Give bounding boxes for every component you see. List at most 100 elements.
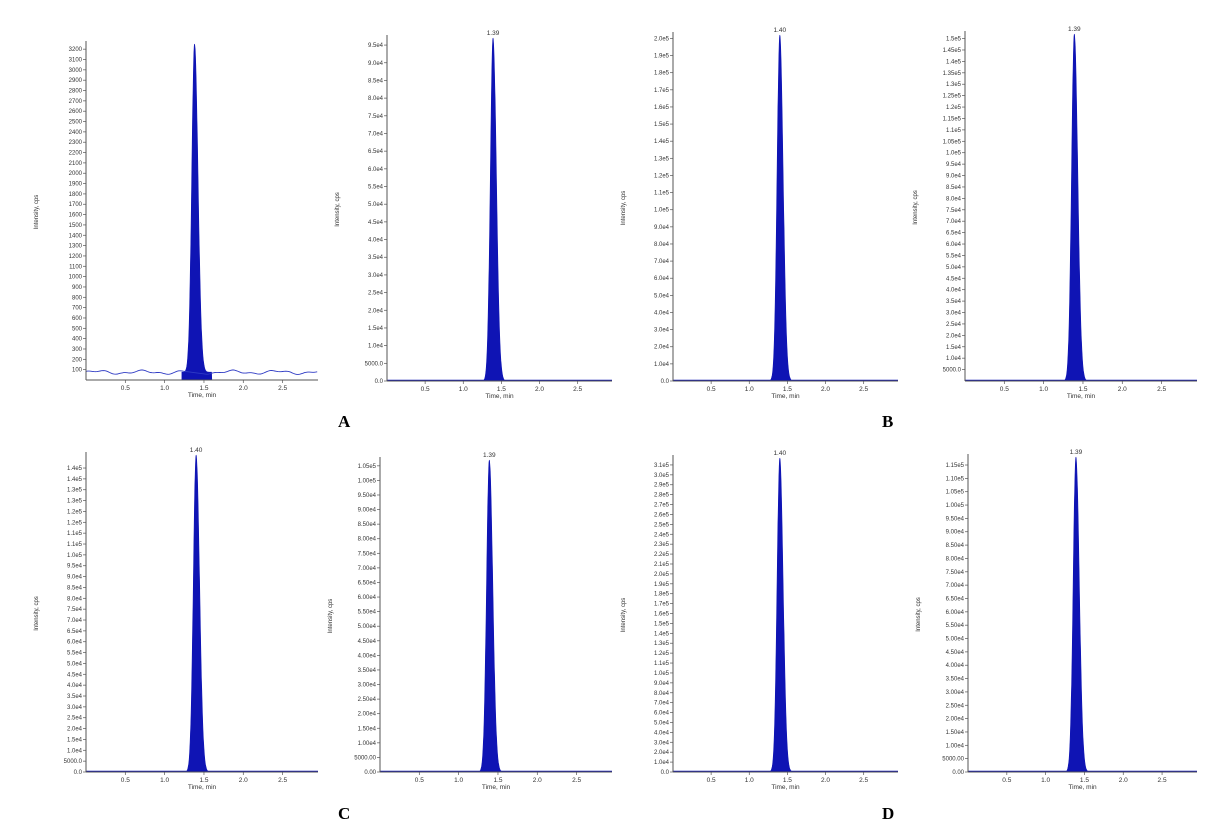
x-tick-label: 1.5 — [783, 777, 792, 784]
y-tick-label: 1.35e5 — [943, 71, 962, 77]
y-tick-label: 5000.0 — [64, 759, 83, 765]
y-tick-label: 2.8e5 — [654, 493, 670, 499]
y-tick-label: 4.0e4 — [67, 683, 83, 689]
x-tick-label: 2.5 — [278, 385, 287, 392]
y-tick-label: 8.50e4 — [358, 522, 377, 528]
y-tick-label: 800 — [72, 295, 83, 301]
x-tick-label: 2.0 — [821, 777, 830, 784]
y-tick-label: 8.0e4 — [654, 691, 670, 697]
y-tick-label: 2.0e4 — [654, 345, 670, 351]
x-tick-label: 2.5 — [859, 386, 868, 393]
x-tick-label: 0.5 — [707, 777, 716, 784]
y-axis-label: Intensity, cps — [913, 190, 919, 225]
y-tick-label: 0.0 — [375, 379, 384, 385]
y-tick-label: 2.9e5 — [654, 483, 670, 489]
y-tick-label: 1.05e5 — [943, 139, 962, 145]
y-tick-label: 8.5e4 — [946, 185, 962, 191]
y-tick-label: 8.0e4 — [654, 242, 670, 248]
x-tick-label: 1.5 — [493, 777, 502, 784]
y-tick-label: 1.00e5 — [946, 503, 965, 509]
y-tick-label: 6.5e4 — [368, 149, 384, 155]
x-tick-label: 1.5 — [199, 777, 208, 784]
y-tick-label: 2.0e5 — [654, 36, 670, 42]
x-tick-label: 0.5 — [1002, 777, 1011, 784]
panel-label-c: C — [338, 804, 351, 823]
x-tick-label: 1.5 — [1078, 386, 1087, 393]
y-tick-label: 1.4e5 — [67, 477, 83, 483]
y-tick-label: 2.5e4 — [368, 291, 384, 297]
panel-label-a: A — [338, 412, 351, 431]
y-tick-label: 2.5e4 — [946, 322, 962, 328]
y-tick-label: 3.0e4 — [368, 273, 384, 279]
y-tick-label: 1.0e4 — [946, 356, 962, 362]
x-tick-label: 2.5 — [1158, 777, 1167, 784]
y-tick-label: 1.3e5 — [67, 499, 83, 505]
y-tick-label: 5.00e4 — [358, 624, 377, 630]
y-tick-label: 1.2e5 — [654, 173, 670, 179]
y-tick-label: 2.00e4 — [358, 712, 377, 718]
y-tick-label: 7.5e4 — [368, 114, 384, 120]
y-tick-label: 4.5e4 — [946, 276, 962, 282]
y-tick-label: 2.0e4 — [368, 308, 384, 314]
x-tick-label: 2.0 — [1118, 386, 1127, 393]
x-axis-label: Time, min — [1067, 393, 1096, 400]
y-tick-label: 4.00e4 — [358, 653, 377, 659]
y-tick-label: 9.00e4 — [946, 530, 965, 536]
y-tick-label: 1.5e4 — [67, 737, 83, 743]
peak-rt-label: 1.40 — [190, 447, 203, 454]
y-tick-label: 5.0e4 — [368, 202, 384, 208]
y-tick-label: 1.1e5 — [67, 531, 83, 537]
x-tick-label: 0.5 — [707, 386, 716, 393]
y-tick-label: 1.3e5 — [67, 488, 83, 494]
y-tick-label: 1200 — [69, 254, 83, 260]
y-tick-label: 3000 — [69, 68, 83, 74]
y-tick-label: 2.6e5 — [654, 512, 670, 518]
y-tick-label: 8.00e4 — [358, 537, 377, 543]
y-tick-label: 0.00 — [952, 770, 964, 776]
chromatogram-peak — [181, 43, 213, 381]
y-tick-label: 2600 — [69, 109, 83, 115]
y-tick-label: 4.50e4 — [946, 650, 965, 656]
x-axis-label: Time, min — [771, 784, 800, 791]
y-axis-label: Intensity, cps — [621, 598, 627, 633]
y-tick-label: 8.0e4 — [946, 196, 962, 202]
x-tick-label: 2.5 — [573, 386, 582, 393]
y-tick-label: 1.2e5 — [67, 520, 83, 526]
y-tick-label: 1.50e4 — [946, 730, 965, 736]
y-tick-label: 1.6e5 — [654, 105, 670, 111]
x-tick-label: 1.5 — [497, 386, 506, 393]
y-tick-label: 1.5e5 — [654, 122, 670, 128]
y-tick-label: 1900 — [69, 182, 83, 188]
y-tick-label: 8.50e4 — [946, 543, 965, 549]
y-tick-label: 1.5e4 — [946, 345, 962, 351]
y-tick-label: 3.0e5 — [654, 473, 670, 479]
x-tick-label: 1.0 — [745, 777, 754, 784]
x-axis-label: Time, min — [482, 784, 511, 791]
y-tick-label: 2500 — [69, 120, 83, 126]
chromatogram-panel-8: 0.00 5000.00 1.00e4 1.50e4 2.00e4 2.50e4 3.00e… — [916, 449, 1197, 791]
y-tick-label: 2.0e4 — [946, 333, 962, 339]
y-tick-label: 8.00e4 — [946, 556, 965, 562]
chromatogram-peak — [767, 34, 797, 382]
y-tick-label: 5000.00 — [942, 757, 964, 763]
y-tick-label: 0.00 — [364, 770, 376, 776]
y-tick-label: 1.10e5 — [946, 476, 965, 482]
y-tick-label: 7.5e4 — [67, 607, 83, 613]
y-tick-label: 2.7e5 — [654, 503, 670, 509]
y-tick-label: 2700 — [69, 99, 83, 105]
y-tick-label: 2.5e5 — [654, 522, 670, 528]
y-tick-label: 4.5e4 — [368, 220, 384, 226]
y-tick-label: 1.1e5 — [67, 542, 83, 548]
y-tick-label: 3.0e4 — [654, 328, 670, 334]
y-tick-label: 6.0e4 — [654, 711, 670, 717]
baseline-trace — [85, 369, 318, 375]
y-tick-label: 1.2e5 — [946, 105, 962, 111]
chromatogram-peak — [1061, 33, 1092, 382]
y-tick-label: 5.5e4 — [67, 651, 83, 657]
y-tick-label: 1.00e5 — [358, 478, 377, 484]
y-tick-label: 7.0e4 — [368, 131, 384, 137]
y-tick-label: 1.0e4 — [654, 362, 670, 368]
x-tick-label: 2.0 — [821, 386, 830, 393]
y-tick-label: 1000 — [69, 275, 83, 281]
y-tick-label: 2800 — [69, 89, 83, 95]
